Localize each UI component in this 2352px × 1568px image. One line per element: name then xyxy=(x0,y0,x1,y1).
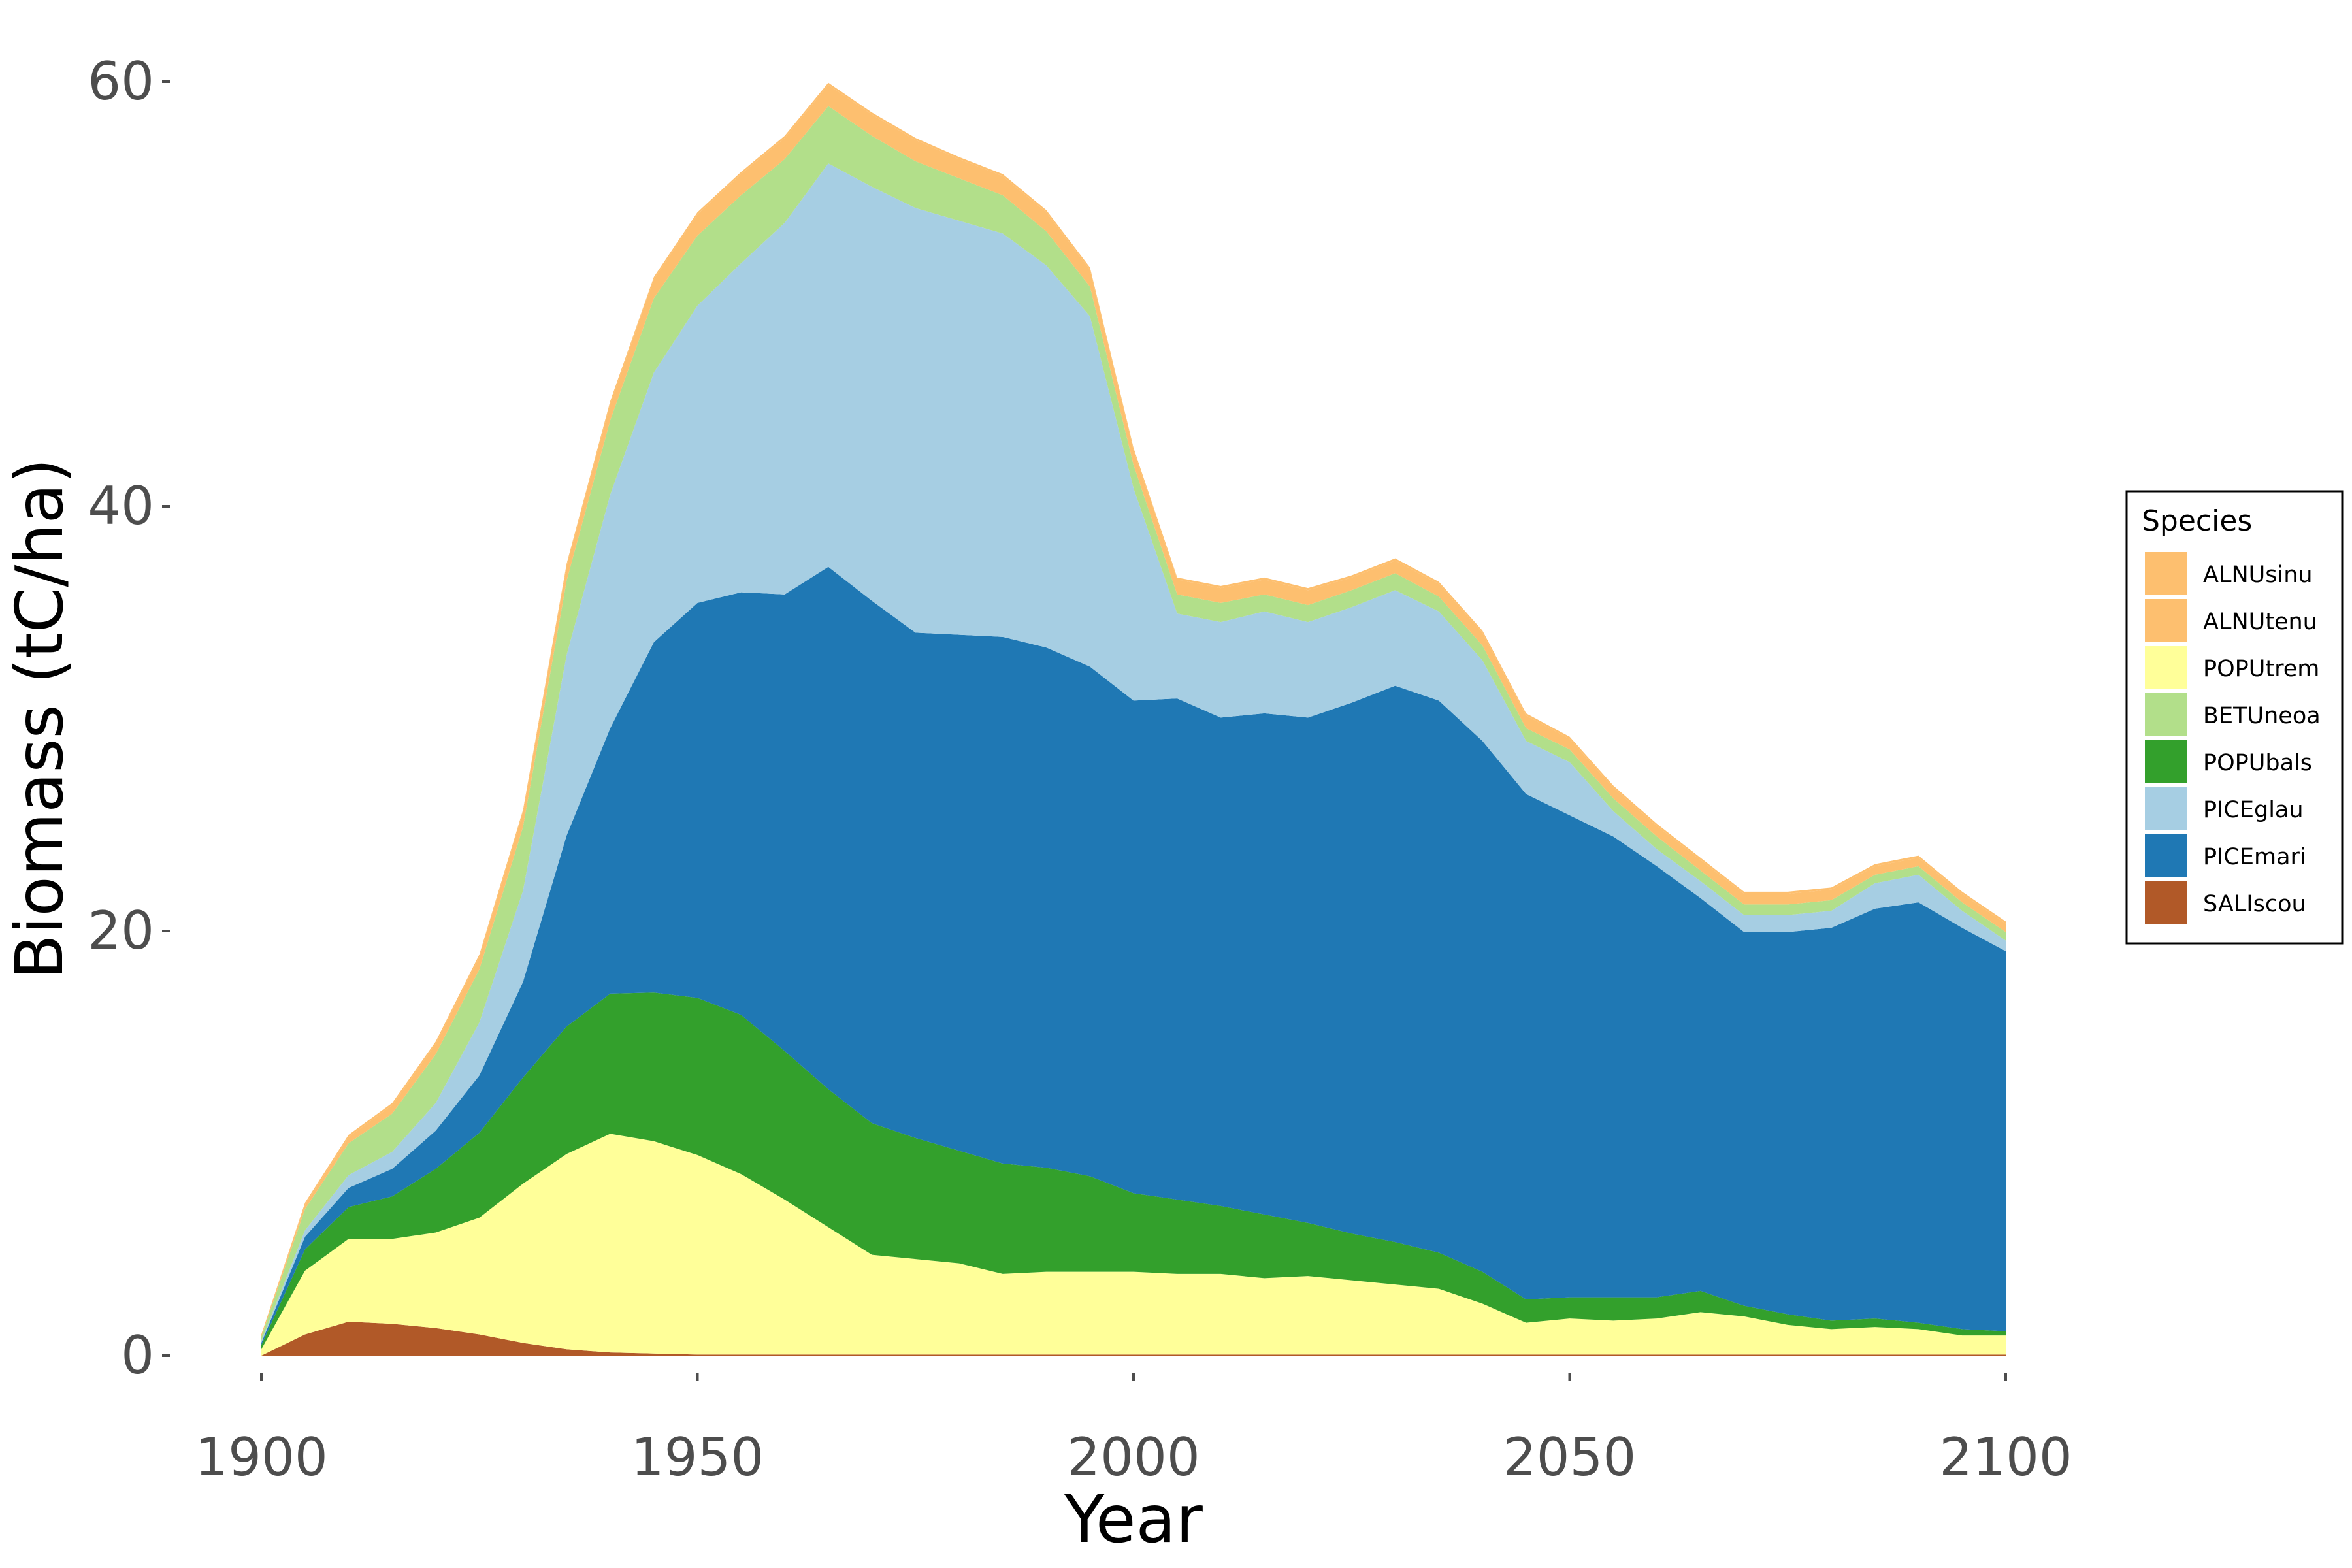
legend-label-alnusinu: ALNUsinu xyxy=(2203,562,2313,588)
legend-swatch-betuneoa xyxy=(2145,693,2187,736)
y-tick-label: 20 xyxy=(88,900,154,961)
legend-label-piceglau: PICEglau xyxy=(2203,797,2304,823)
legend-swatch-poputrem xyxy=(2145,646,2187,689)
x-tick-label: 2000 xyxy=(1067,1427,1200,1488)
area-saliscou xyxy=(261,1322,2006,1356)
legend-swatch-alnusinu xyxy=(2145,552,2187,595)
area-popubals xyxy=(261,992,2006,1350)
x-tick-label: 2100 xyxy=(1939,1427,2072,1488)
x-tick-label: 1950 xyxy=(631,1427,764,1488)
legend-label-popubals: POPUbals xyxy=(2203,750,2312,776)
legend-label-saliscou: SALIscou xyxy=(2203,891,2306,917)
legend-title: Species xyxy=(2142,504,2252,538)
x-tick-label: 1900 xyxy=(195,1427,328,1488)
legend-swatch-saliscou xyxy=(2145,881,2187,924)
area-layers xyxy=(261,82,2006,1356)
area-picemari xyxy=(261,566,2006,1345)
legend-swatch-popubals xyxy=(2145,740,2187,783)
x-tick-label: 2050 xyxy=(1503,1427,1637,1488)
legend: Species ALNUsinu ALNUtenu POPUtrem BETUneoa… xyxy=(2125,490,2344,945)
x-axis-label: Year xyxy=(1064,1481,1203,1558)
legend-label-alnutenu: ALNUtenu xyxy=(2203,609,2317,635)
legend-label-poputrem: POPUtrem xyxy=(2203,656,2319,682)
area-poputrem xyxy=(261,1134,2006,1356)
area-piceglau xyxy=(261,163,2006,1343)
legend-label-picemari: PICEmari xyxy=(2203,844,2306,870)
legend-swatch-picemari xyxy=(2145,834,2187,877)
legend-swatch-piceglau xyxy=(2145,787,2187,830)
y-axis-label: Biomass (tC/ha) xyxy=(1,458,78,979)
y-tick-label: 40 xyxy=(88,476,154,536)
y-tick-label: 60 xyxy=(88,51,154,112)
y-axis: 0 20 40 60 xyxy=(88,51,170,1386)
x-axis: 1900 1950 2000 2050 2100 xyxy=(195,1373,2072,1488)
legend-label-betuneoa: BETUneoa xyxy=(2203,703,2321,729)
legend-swatch-alnutenu xyxy=(2145,599,2187,642)
legend-items: ALNUsinu ALNUtenu POPUtrem BETUneoa POPUbals… xyxy=(2145,552,2321,924)
y-tick-label: 0 xyxy=(121,1325,154,1386)
